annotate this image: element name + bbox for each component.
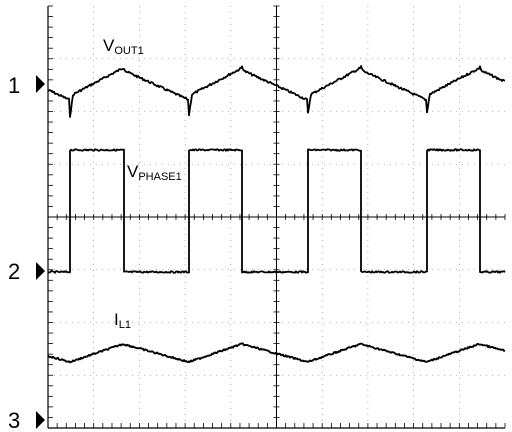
series-il1-name: I xyxy=(114,310,119,329)
channel-2-marker-icon xyxy=(36,262,45,280)
channel-3-marker-icon xyxy=(36,411,45,429)
series-vout1-subscript: OUT1 xyxy=(114,45,143,57)
channel-2-label: 2 xyxy=(8,259,20,284)
series-vphase1-subscript: PHASE1 xyxy=(138,171,181,183)
series-il1-subscript: L1 xyxy=(119,319,131,331)
trace-il1 xyxy=(47,342,506,364)
channel-1-label: 1 xyxy=(8,73,20,98)
grid xyxy=(47,5,506,429)
channel-3-label: 3 xyxy=(8,408,20,432)
series-label-vout1: VOUT1 xyxy=(103,36,144,57)
series-vphase1-name: V xyxy=(127,162,139,181)
series-label-vphase1: VPHASE1 xyxy=(127,162,182,183)
series-vout1-name: V xyxy=(103,36,115,55)
traces xyxy=(47,65,506,364)
trace-vphase1 xyxy=(47,148,506,274)
trace-vout1 xyxy=(47,65,506,118)
channel-1-marker-icon xyxy=(36,75,45,93)
series-label-il1: IL1 xyxy=(114,310,131,331)
